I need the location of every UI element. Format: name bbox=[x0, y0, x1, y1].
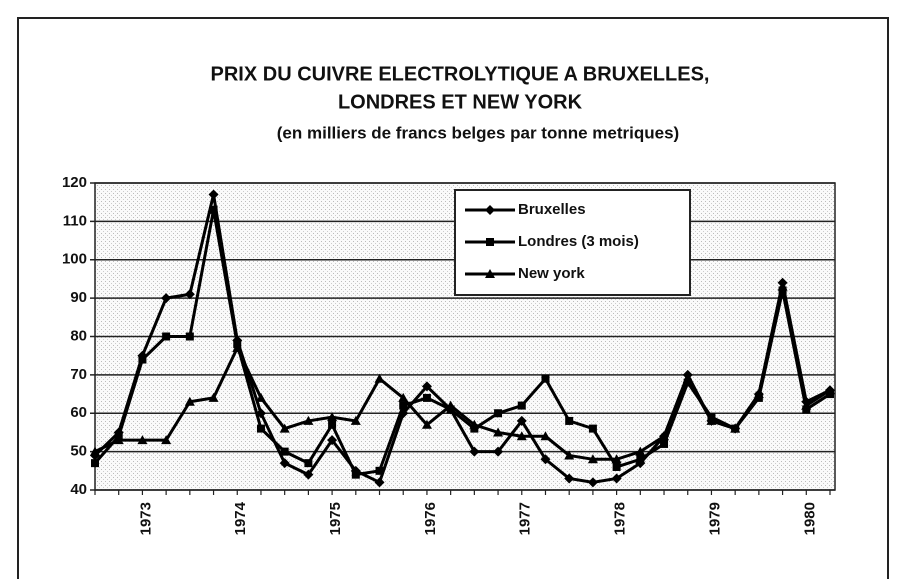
marker bbox=[327, 435, 338, 446]
x-tick-label: 1974 bbox=[232, 501, 249, 535]
x-tick-label: 1980 bbox=[801, 502, 818, 535]
marker bbox=[635, 446, 646, 456]
marker bbox=[612, 462, 621, 471]
y-tick-label: 120 bbox=[62, 174, 87, 191]
marker bbox=[564, 450, 575, 460]
marker bbox=[485, 269, 495, 278]
marker bbox=[256, 424, 265, 433]
legend-label: New york bbox=[518, 265, 585, 282]
y-tick-label: 60 bbox=[70, 404, 87, 421]
marker bbox=[399, 401, 408, 410]
marker bbox=[565, 416, 574, 425]
chart-title: LONDRES ET NEW YORK bbox=[338, 91, 583, 113]
marker bbox=[540, 431, 551, 441]
marker bbox=[493, 427, 504, 437]
legend-label: Londres (3 mois) bbox=[518, 233, 639, 250]
marker bbox=[184, 396, 195, 406]
marker bbox=[209, 205, 218, 214]
y-tick-label: 90 bbox=[70, 289, 87, 306]
marker bbox=[375, 466, 384, 475]
marker bbox=[517, 401, 526, 410]
marker bbox=[730, 423, 741, 433]
x-tick-label: 1973 bbox=[137, 502, 154, 535]
marker bbox=[493, 446, 504, 457]
marker bbox=[445, 400, 456, 410]
marker bbox=[825, 385, 835, 395]
marker bbox=[137, 435, 148, 445]
x-tick-label: 1977 bbox=[517, 502, 534, 535]
marker bbox=[801, 400, 812, 410]
chart-title: PRIX DU CUIVRE ELECTROLYTIQUE A BRUXELLE… bbox=[211, 63, 710, 85]
marker bbox=[208, 189, 219, 200]
marker bbox=[587, 477, 598, 488]
marker bbox=[162, 332, 171, 341]
marker bbox=[660, 439, 669, 448]
marker bbox=[421, 381, 432, 392]
marker bbox=[232, 343, 243, 353]
frame bbox=[17, 17, 889, 579]
marker bbox=[516, 415, 527, 426]
marker bbox=[422, 393, 431, 402]
marker bbox=[486, 238, 494, 246]
marker bbox=[398, 392, 409, 402]
x-tick-label: 1978 bbox=[612, 502, 629, 535]
marker bbox=[682, 373, 693, 383]
x-tick-label: 1975 bbox=[327, 502, 344, 535]
marker bbox=[777, 281, 788, 291]
marker bbox=[161, 435, 172, 445]
marker bbox=[516, 431, 527, 441]
marker bbox=[138, 355, 147, 364]
marker bbox=[374, 373, 385, 383]
marker bbox=[351, 470, 360, 479]
series-line bbox=[94, 286, 831, 461]
marker bbox=[485, 205, 495, 215]
legend-label: Bruxelles bbox=[518, 201, 586, 218]
marker bbox=[611, 473, 622, 484]
marker bbox=[374, 477, 385, 488]
y-tick-label: 100 bbox=[62, 251, 87, 268]
y-tick-label: 80 bbox=[70, 327, 87, 344]
marker bbox=[113, 435, 124, 445]
marker bbox=[303, 415, 314, 425]
marker bbox=[494, 409, 503, 418]
marker bbox=[541, 374, 550, 383]
marker bbox=[469, 446, 480, 457]
marker bbox=[706, 415, 717, 425]
chart-subtitle: (en milliers de francs belges par tonne … bbox=[277, 123, 679, 142]
marker bbox=[659, 431, 670, 441]
y-tick-label: 70 bbox=[70, 366, 87, 383]
y-tick-label: 110 bbox=[63, 212, 87, 229]
marker bbox=[564, 473, 575, 484]
marker bbox=[350, 415, 361, 425]
marker bbox=[208, 392, 219, 402]
marker bbox=[636, 455, 645, 464]
marker bbox=[469, 419, 480, 429]
marker bbox=[279, 423, 290, 433]
y-tick-label: 50 bbox=[70, 443, 87, 460]
marker bbox=[540, 454, 551, 465]
marker bbox=[421, 419, 432, 429]
marker bbox=[327, 412, 338, 422]
marker bbox=[611, 454, 622, 464]
marker bbox=[279, 458, 290, 469]
marker bbox=[91, 459, 99, 468]
marker bbox=[304, 459, 313, 468]
marker bbox=[303, 469, 314, 480]
x-tick-label: 1976 bbox=[422, 502, 439, 535]
y-tick-label: 40 bbox=[70, 481, 87, 498]
marker bbox=[90, 446, 100, 456]
marker bbox=[185, 332, 194, 341]
marker bbox=[255, 392, 266, 402]
x-tick-label: 1979 bbox=[706, 502, 723, 535]
marker bbox=[280, 447, 289, 456]
marker bbox=[588, 424, 597, 433]
marker bbox=[587, 454, 598, 464]
marker bbox=[753, 389, 764, 399]
marker bbox=[184, 289, 195, 300]
marker bbox=[328, 420, 337, 429]
marker bbox=[161, 293, 172, 304]
